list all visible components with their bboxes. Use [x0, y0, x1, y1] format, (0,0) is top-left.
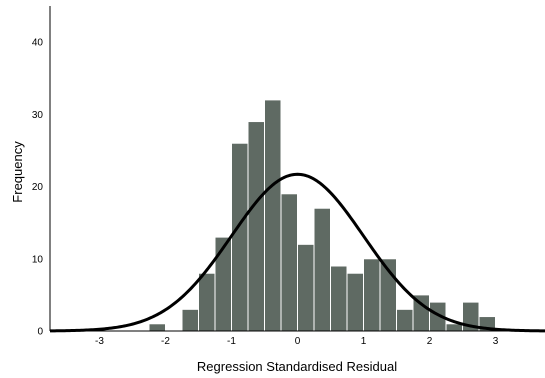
histogram-bar [280, 193, 298, 332]
x-tick-label: 3 [493, 336, 499, 347]
x-tick-label: -1 [227, 336, 236, 347]
bars-layer [148, 99, 496, 332]
y-tick-label: 30 [32, 110, 44, 121]
histogram-bar [148, 323, 166, 332]
histogram-bar [297, 243, 315, 332]
histogram-bar [396, 308, 414, 332]
y-tick-label: 20 [32, 182, 44, 193]
x-tick-label: -2 [161, 336, 170, 347]
histogram-bar [264, 99, 282, 332]
normal-curve [49, 172, 545, 333]
histogram-bar [231, 142, 249, 332]
normal-curve-layer [49, 172, 545, 333]
y-axis-title: Frequency [10, 141, 25, 203]
x-tick-label: -3 [95, 336, 104, 347]
x-axis-title: Regression Standardised Residual [197, 359, 397, 374]
histogram-bar [363, 258, 381, 332]
x-tick-label: 0 [295, 336, 301, 347]
x-tick-label: 1 [361, 336, 367, 347]
axes-layer [49, 6, 545, 332]
histogram-bar [214, 236, 232, 332]
histogram-bar [330, 265, 348, 332]
histogram-bar [346, 272, 364, 332]
x-tick-label: 2 [427, 336, 433, 347]
histogram-bar [247, 121, 265, 332]
y-tick-label: 10 [32, 254, 44, 265]
histogram-bar [313, 207, 331, 332]
histogram-bar [198, 272, 216, 332]
y-tick-label: 40 [32, 38, 44, 49]
histogram-bar [181, 308, 199, 332]
y-tick-label: 0 [37, 327, 43, 338]
